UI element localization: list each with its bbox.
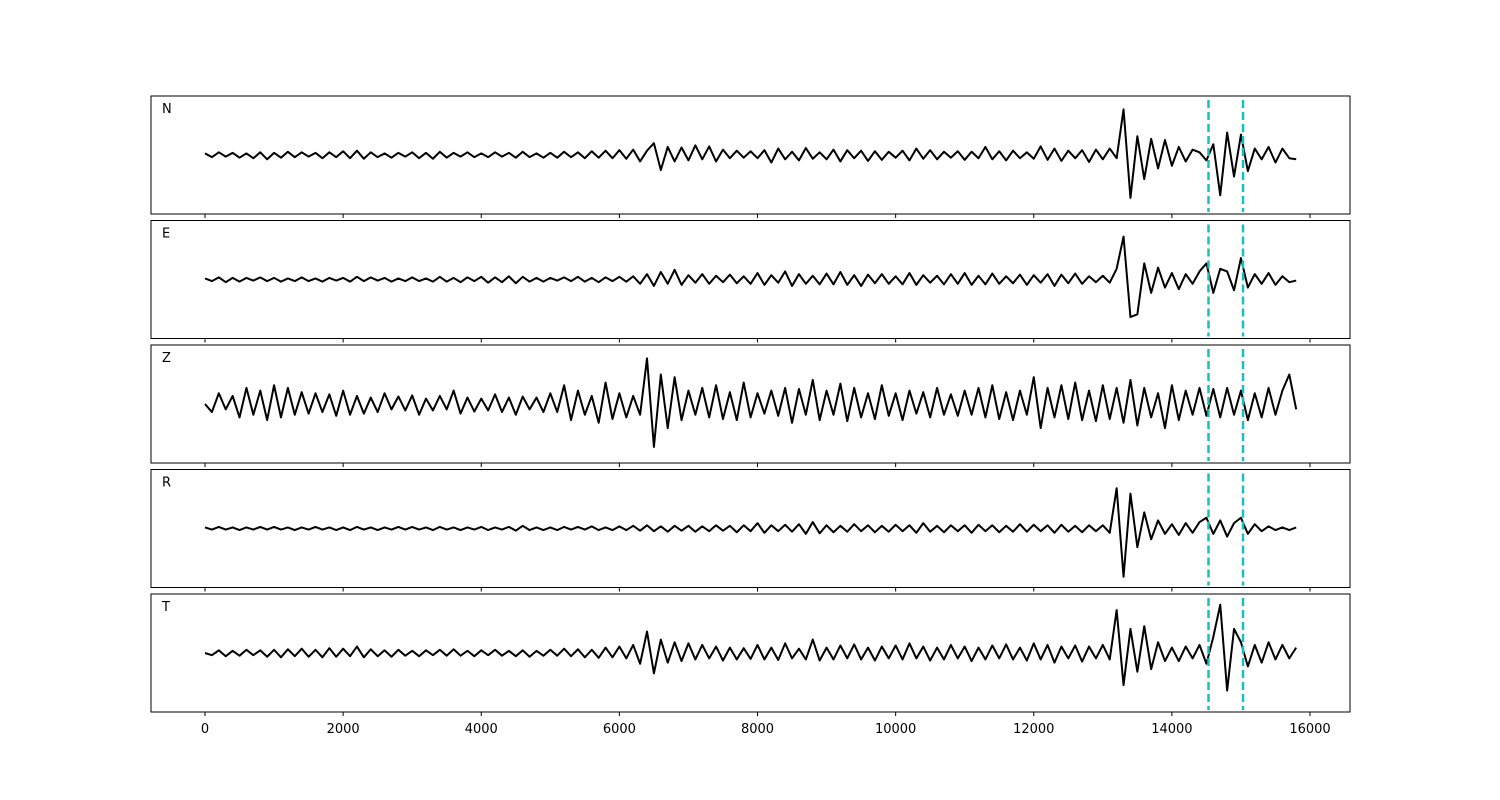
panel-border	[150, 344, 1351, 464]
x-tick-label: 6000	[603, 722, 636, 737]
panel-border	[150, 95, 1351, 215]
panel-frame	[151, 594, 1350, 712]
x-tick-label: 4000	[465, 722, 498, 737]
trace	[204, 603, 1298, 692]
panel-frame	[151, 469, 1350, 588]
panel-border	[150, 220, 1351, 339]
trace	[204, 487, 1297, 578]
panel-border	[150, 469, 1351, 588]
x-tick-label: 8000	[741, 722, 774, 737]
x-tick-label: 2000	[327, 722, 360, 737]
x-tick-label: 0	[201, 722, 209, 737]
panel-label: T	[161, 600, 170, 615]
x-tick-label: 10000	[875, 722, 916, 737]
panel-frame	[151, 345, 1350, 463]
panel-label: E	[162, 227, 170, 242]
trace	[204, 235, 1297, 319]
panel-border	[150, 593, 1351, 713]
trace	[204, 357, 1298, 448]
panel-frame	[151, 96, 1350, 214]
panel-label: N	[162, 102, 172, 117]
x-tick-label: 16000	[1289, 722, 1330, 737]
panel-frame	[151, 220, 1350, 339]
x-tick-label: 14000	[1151, 722, 1192, 737]
panel-label: R	[162, 476, 171, 491]
x-tick-label: 12000	[1013, 722, 1054, 737]
panel-label: Z	[162, 351, 171, 366]
trace	[204, 108, 1297, 199]
